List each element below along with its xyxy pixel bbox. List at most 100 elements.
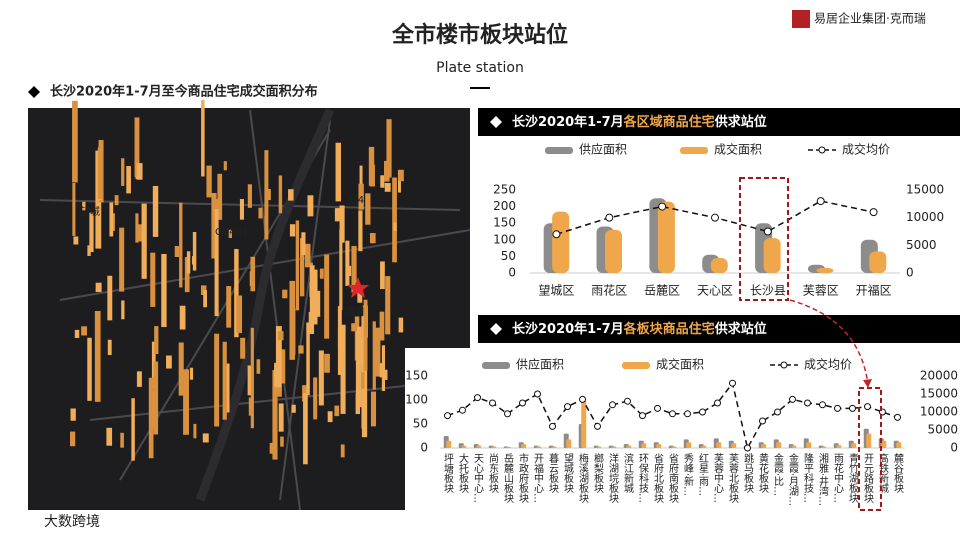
price-point [763,227,772,236]
map-bar [193,423,197,439]
map-bar [264,150,269,240]
map-bar [222,341,227,420]
logo-mark [792,10,810,28]
price-point [624,397,631,405]
price-point [579,395,586,403]
map-bar [355,393,360,415]
map-bar [106,427,113,446]
bar [881,440,887,448]
bar [461,445,467,448]
map-heading: 长沙2020年1-7月至今商品住宅成交面积分布 [50,84,318,100]
map-bar [206,165,212,198]
map-bar [201,100,205,177]
map-bar [309,265,315,323]
panel-header [478,108,960,136]
map-bar [295,220,300,311]
map-bar [258,207,263,219]
map-bar [345,240,350,286]
map-bar [131,398,135,461]
bullet [490,323,502,335]
map-bar [136,371,142,387]
x-tick-label: 芙蓉中心… [712,452,724,503]
map-bar [226,286,232,328]
map-bar [134,117,140,178]
bar [686,442,692,448]
price-point [639,412,646,420]
map-bar [141,203,147,279]
watermark: 大数跨境 [44,514,100,530]
map-bar [368,146,375,186]
map-bar [202,433,209,443]
map-bar [324,353,330,373]
map-bar [386,119,392,178]
y2-tick-label: 0 [950,441,958,455]
legend-label: 成交均价 [842,142,890,157]
x-tick-label: 市政府板块 [517,452,529,504]
bar [656,444,662,448]
y2-tick-label: 0 [906,266,914,280]
panel-header [478,315,960,343]
logo-text: 易居企业集团·克而瑞 [814,11,926,26]
map-bar [304,243,311,268]
bar [851,443,857,448]
slide-subtitle: Plate station [436,60,524,76]
map-bar [119,227,125,292]
x-tick-label: 榔梨板块 [592,452,604,494]
map-bar [279,349,286,384]
legend-swatch [780,361,788,369]
bar [731,443,737,448]
map-label: 项目 [345,306,365,318]
y-tick-label: 100 [405,393,428,407]
x-tick-label: 湘雅·井湾… [817,452,829,506]
legend-label: 成交面积 [656,357,704,372]
bar [671,446,677,448]
map-bar [81,326,87,336]
title-part: 供求站位 [714,114,767,130]
title-part: 长沙2020年1-7月 [512,114,624,130]
x-tick-label: 雨花区 [591,283,627,298]
price-point [864,403,871,411]
map-bar [277,331,284,341]
bar [551,446,557,448]
price-point [609,401,616,409]
map-bar [109,202,114,237]
map-bar [384,160,390,182]
map-label: 望城 [80,205,100,218]
bar [761,444,767,448]
x-tick-label: 黄花板块 [757,452,769,494]
title-part: 各区域商品住宅 [623,114,715,130]
title-part: 长沙2020年1-7月 [512,321,624,337]
bar [866,433,872,448]
legend-label: 成交均价 [804,357,852,372]
map-bar [70,408,76,421]
price-point [549,422,556,430]
y-tick-label: 0 [508,266,516,280]
map-bar [213,199,220,209]
bar [776,442,782,448]
map-bar [340,324,346,414]
y-tick-label: 250 [493,183,516,197]
map-bar [340,444,345,458]
y2-tick-label: 15000 [906,183,944,197]
bar [446,440,452,448]
x-tick-label: 洋湖垸板块 [607,452,619,504]
x-tick-label: 青竹湖板块 [847,452,859,504]
bar [701,445,707,448]
map-bar [87,245,91,256]
map-bar [203,290,208,308]
x-tick-label: 望城区 [538,284,574,298]
map-label: G4 [350,195,364,206]
map-bar [358,183,364,210]
map-bar [126,166,131,194]
legend-swatch [818,146,826,154]
bar [869,251,887,273]
chart: 0 50 100 150 200 250 0 5000 10000 15000 供应面积 成交面积 成交… [493,142,944,298]
map-bar [312,269,318,325]
map-bar [358,340,363,364]
x-tick-label: 大托板块 [457,452,469,494]
legend-swatch [680,147,708,154]
x-tick-label: 长沙县 [750,284,786,298]
y2-tick-label: 10000 [920,405,958,419]
map-bar [136,163,143,180]
